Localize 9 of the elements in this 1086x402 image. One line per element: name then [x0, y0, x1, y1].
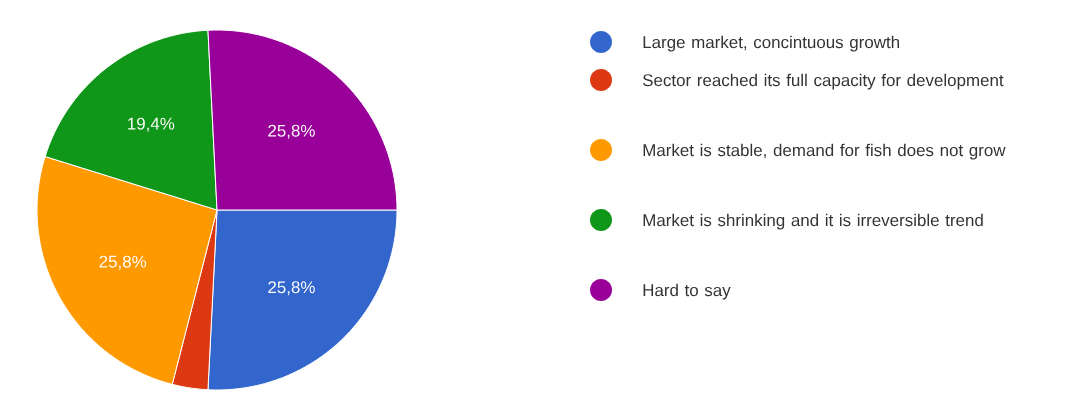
- legend-label: Hard to say: [643, 283, 731, 300]
- legend-label: Market is stable, demand for fish does not grow: [643, 143, 1006, 160]
- data-label: 19,4%: [128, 117, 175, 132]
- data-label: 25,8%: [268, 124, 315, 139]
- data-label: 25,8%: [268, 281, 315, 296]
- legend-label: Market is shrinking and it is irreversible trend: [643, 213, 983, 230]
- legend-label: Large market, concintuous growth: [643, 35, 899, 52]
- legend-label: Sector reached its full capacity for development: [642, 73, 1004, 90]
- data-label: 25,8%: [99, 255, 147, 270]
